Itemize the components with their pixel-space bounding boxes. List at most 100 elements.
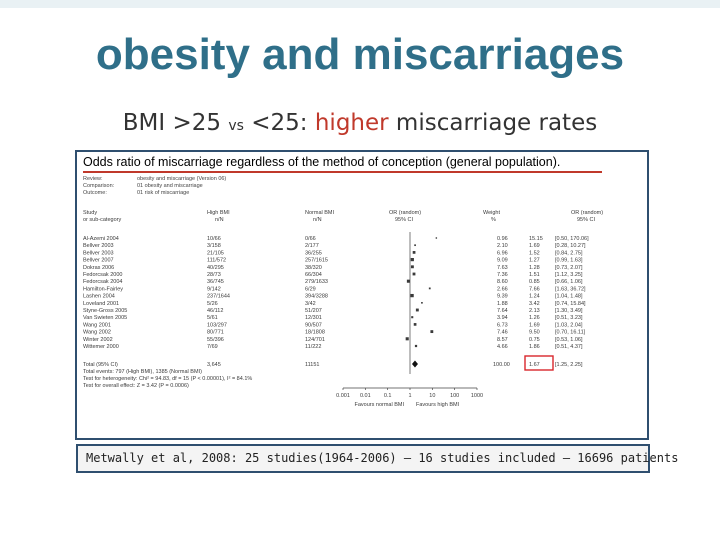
study-ci: [0.51, 4.37] (555, 344, 583, 350)
study-or: 1.27 (529, 258, 540, 264)
study-normal-bmi: 2/177 (305, 243, 319, 249)
study-name: Van Swieten 2005 (83, 315, 127, 321)
study-or: 7.66 (529, 286, 540, 292)
meta-value: 01 obesity and miscarriage (137, 183, 203, 189)
study-weight: 9.09 (497, 258, 508, 264)
test-note: Total events: 797 (High BMI), 1385 (Norm… (83, 369, 202, 375)
meta-value: obesity and miscarriage (Version 06) (137, 176, 226, 182)
study-normal-bmi: 6/29 (305, 286, 316, 292)
decorative-band (0, 0, 720, 8)
study-normal-bmi: 66/304 (305, 272, 322, 278)
study-weight: 7.63 (497, 265, 508, 271)
study-point (411, 316, 414, 319)
study-normal-bmi: 51/207 (305, 308, 322, 314)
study-ci: [0.53, 1.06] (555, 337, 583, 343)
study-or: 15.15 (529, 236, 543, 242)
meta-key: Comparison: (83, 183, 115, 189)
study-or: 1.69 (529, 322, 540, 328)
study-or: 1.69 (529, 243, 540, 249)
slide-subtitle: BMI >25 vs <25: higher miscarriage rates (0, 110, 720, 136)
header-study: or sub-category (83, 217, 121, 223)
study-weight: 6.96 (497, 250, 508, 256)
study-ci: [1.12, 3.25] (555, 272, 583, 278)
study-point (421, 301, 423, 304)
title-underline (83, 171, 602, 173)
study-or: 1.86 (529, 344, 540, 350)
study-ci: [0.73, 2.07] (555, 265, 583, 271)
subtitle-highlight: higher (314, 110, 389, 136)
pooled-diamond (411, 360, 418, 368)
study-point (428, 287, 431, 290)
header-or: OR (random) (389, 210, 421, 216)
test-note: Test for heterogeneity: Chi² = 94.83, df… (83, 376, 252, 382)
header-or: 95% CI (395, 217, 414, 223)
study-name: Winter 2002 (83, 337, 113, 343)
header-weight: Weight (483, 210, 500, 216)
study-normal-bmi: 90/507 (305, 322, 322, 328)
study-high-bmi: 21/105 (207, 250, 224, 256)
study-or: 1.52 (529, 250, 540, 256)
citation-caption: Metwally et al, 2008: 25 studies(1964-20… (76, 444, 678, 473)
study-point (406, 279, 410, 283)
study-point (405, 337, 409, 341)
study-ci: [0.84, 2.75] (555, 250, 583, 256)
study-name: Wittemer 2000 (83, 344, 119, 350)
x-axis-tick-label: 0.001 (336, 393, 350, 399)
header-study: Study (83, 210, 97, 216)
study-name: Styne-Gross 2005 (83, 308, 127, 314)
study-high-bmi: 10/66 (207, 236, 221, 242)
header-or-random: 95% CI (577, 217, 596, 223)
study-high-bmi: 55/396 (207, 337, 224, 343)
study-point (414, 244, 416, 247)
favours-left-label: Favours normal BMI (354, 402, 404, 408)
study-point (414, 344, 418, 348)
x-axis-tick-label: 1 (408, 393, 411, 399)
subtitle-part: miscarriage rates (388, 110, 598, 136)
total-or: 1.67 (529, 362, 540, 368)
subtitle-part: BMI >25 (122, 110, 229, 136)
study-ci: [1.30, 3.49] (555, 308, 583, 314)
study-ci: [1.03, 2.04] (555, 322, 583, 328)
header-weight: % (491, 217, 496, 223)
slide-title: obesity and miscarriages (95, 30, 625, 79)
study-normal-bmi: 394/3288 (305, 294, 328, 300)
study-point (412, 272, 416, 276)
study-normal-bmi: 257/1615 (305, 258, 328, 264)
study-name: Fedorcsak 2004 (83, 279, 122, 285)
study-ci: [0.66, 1.06] (555, 279, 583, 285)
study-high-bmi: 7/69 (207, 344, 218, 350)
study-normal-bmi: 11/222 (305, 344, 321, 350)
study-weight: 3.94 (497, 315, 508, 321)
study-weight: 1.88 (497, 301, 508, 307)
study-weight: 7.46 (497, 330, 508, 336)
study-weight: 6.73 (497, 322, 508, 328)
total-high-bmi: 3,645 (207, 362, 221, 368)
test-note: Test for overall effect: Z = 3.42 (P = 0… (83, 383, 189, 389)
header-high-bmi: High BMI (207, 210, 230, 216)
subtitle-part: <25: (243, 110, 315, 136)
study-name: Al-Azemi 2004 (83, 236, 119, 242)
study-point (413, 323, 417, 326)
study-or: 0.85 (529, 279, 540, 285)
study-ci: [0.51, 3.23] (555, 315, 583, 321)
study-point (412, 251, 416, 254)
study-ci: [0.74, 15.84] (555, 301, 586, 307)
highlight-box (524, 355, 554, 371)
study-name: Hamilton-Fairley (83, 286, 123, 292)
study-weight: 7.64 (497, 308, 508, 314)
study-name: Loveland 2001 (83, 301, 119, 307)
study-high-bmi: 111/572 (207, 258, 226, 264)
study-point (435, 237, 438, 239)
study-high-bmi: 40/295 (207, 265, 224, 271)
study-ci: [1.04, 1.48] (555, 294, 583, 300)
study-or: 1.24 (529, 294, 540, 300)
figure-title: Odds ratio of miscarriage regardless of … (83, 155, 561, 169)
study-or: 2.13 (529, 308, 540, 314)
study-weight: 7.36 (497, 272, 508, 278)
study-normal-bmi: 12/301 (305, 315, 322, 321)
study-ci: [0.70, 16.11] (555, 330, 586, 336)
favours-right-label: Favours high BMI (416, 402, 460, 408)
x-axis-tick-label: 0.1 (384, 393, 392, 399)
header-or-random: OR (random) (571, 210, 603, 216)
study-name: Dokras 2006 (83, 265, 114, 271)
